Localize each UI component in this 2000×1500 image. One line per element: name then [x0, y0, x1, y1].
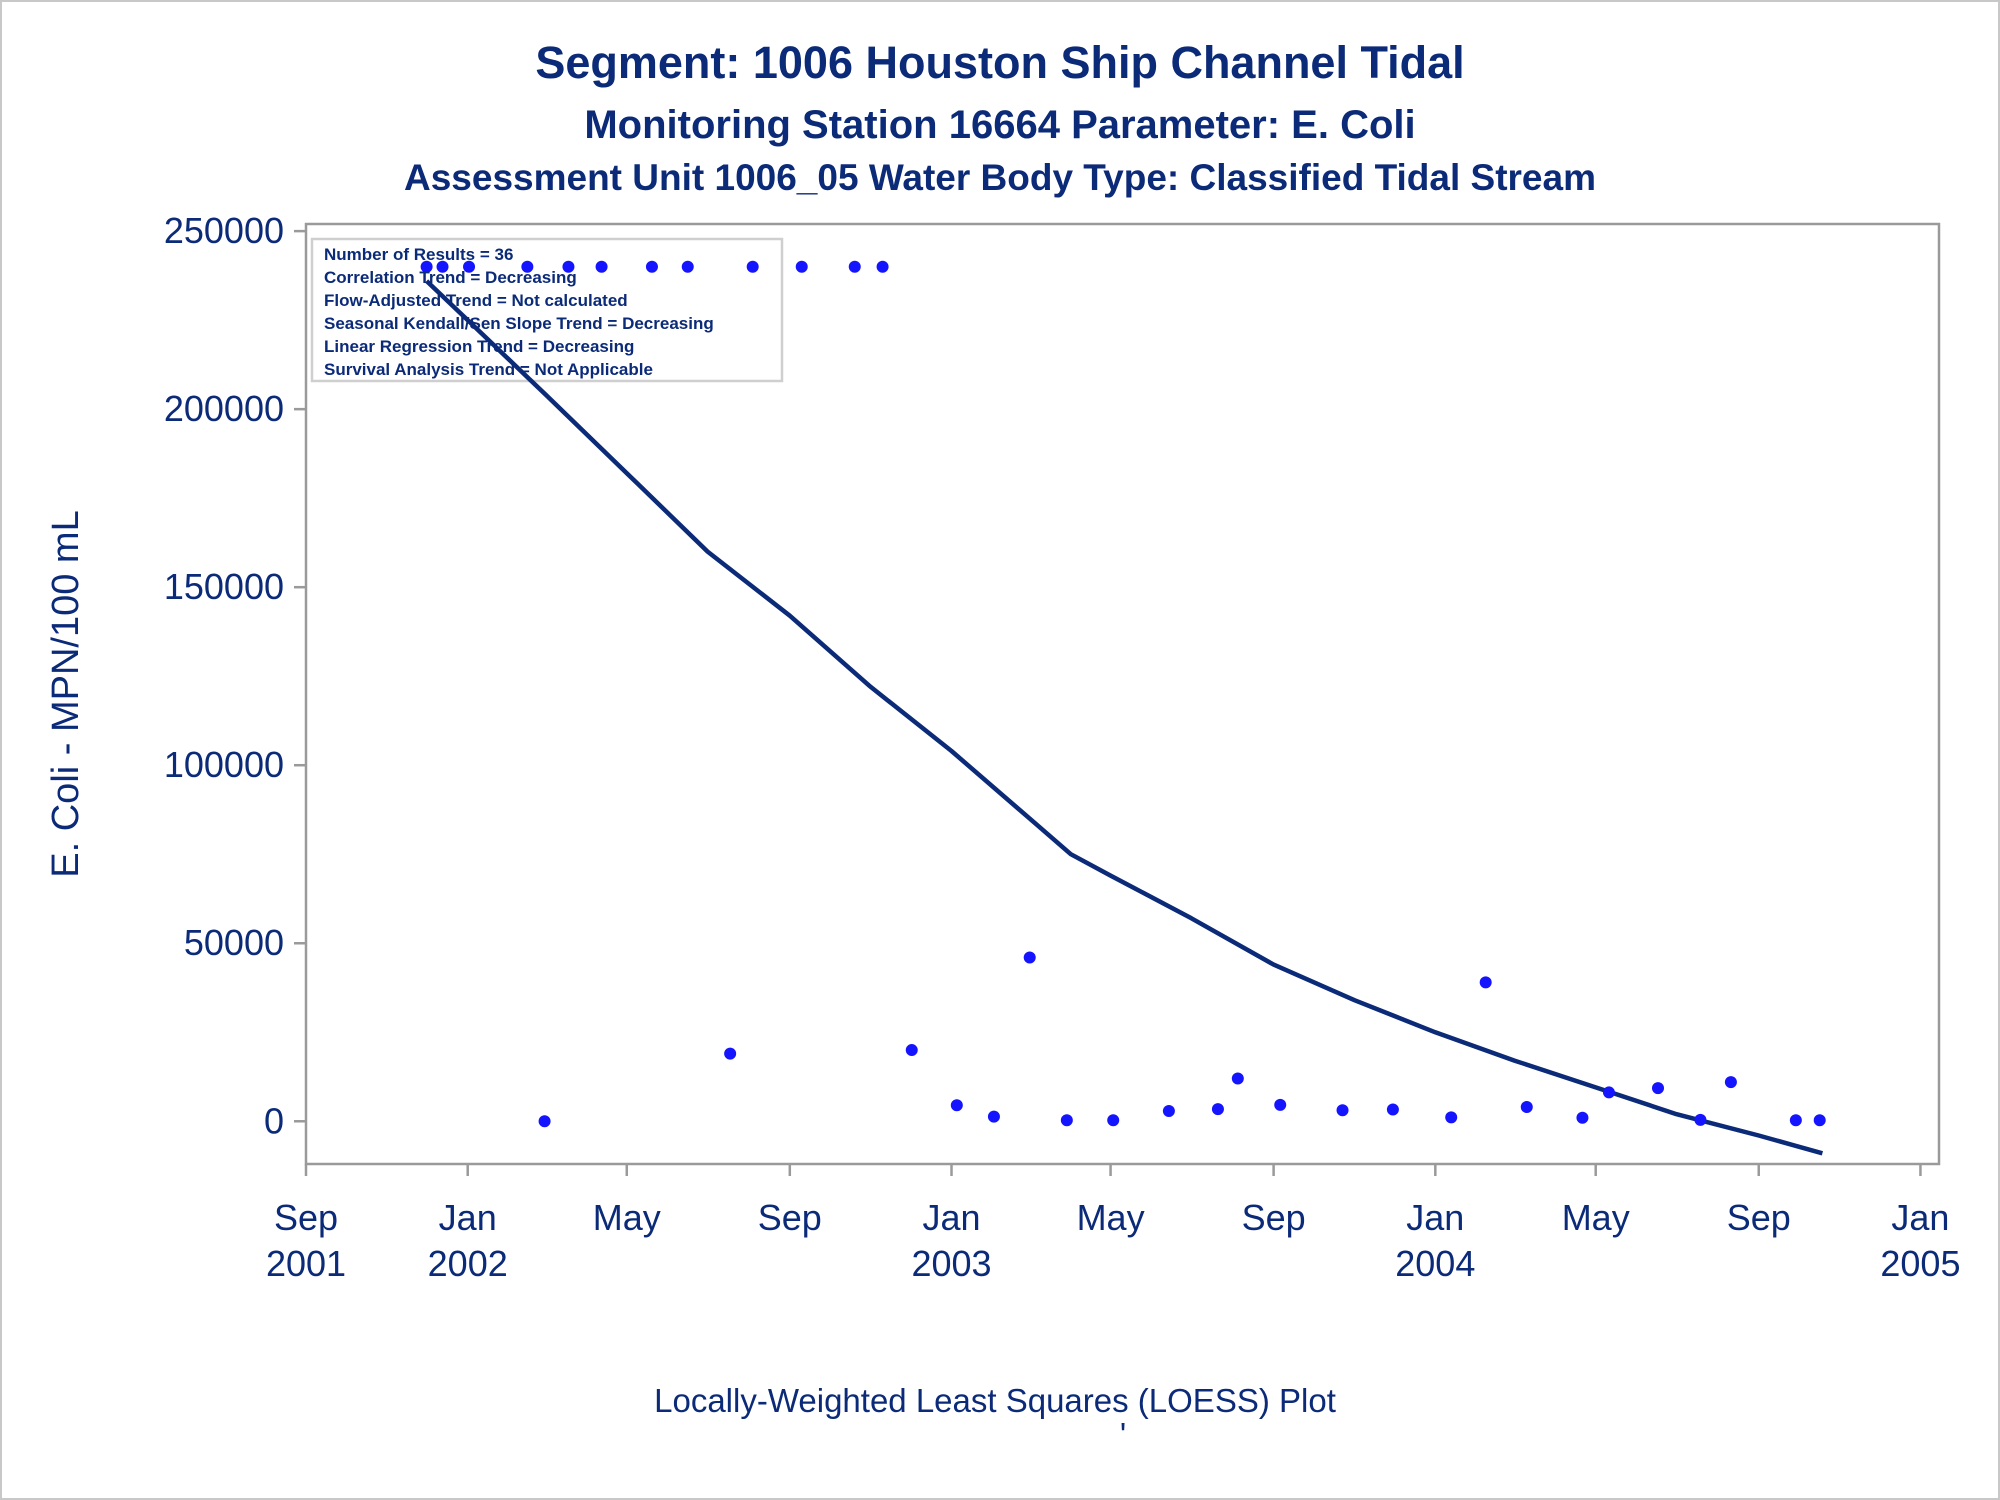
data-point [1789, 1114, 1802, 1127]
x-axis: Sep 2001 Jan 2002 May Sep Jan 2003 May Sep Jan 2004… [266, 1164, 1960, 1284]
x-tick-year: 2005 [1880, 1243, 1960, 1284]
data-point [724, 1047, 737, 1060]
x-tick-year: 2003 [911, 1243, 991, 1284]
chart-subtitle-2: Assessment Unit 1006_05 Water Body Type:… [404, 157, 1596, 198]
data-point [1445, 1111, 1458, 1124]
data-point [848, 260, 861, 273]
x-tick-month: Jan [1406, 1197, 1464, 1238]
x-tick-month: Jan [922, 1197, 980, 1238]
stats-line: Linear Regression Trend = Decreasing [324, 337, 634, 356]
stats-text: Number of Results = 36 Correlation Trend … [324, 245, 714, 379]
data-point [746, 260, 759, 273]
x-tick-month: Sep [1727, 1197, 1791, 1238]
data-point [1651, 1082, 1664, 1095]
data-point [521, 260, 534, 273]
data-point [1576, 1111, 1589, 1124]
data-point [1479, 976, 1492, 989]
y-tick-label: 0 [264, 1100, 284, 1141]
x-tick-month: Sep [758, 1197, 822, 1238]
x-tick-month: Jan [439, 1197, 497, 1238]
stats-box [310, 237, 784, 383]
data-point [436, 260, 449, 273]
x-tick-year: 2002 [428, 1243, 508, 1284]
data-point [1336, 1104, 1349, 1117]
y-tick-label: 100000 [164, 744, 284, 785]
data-point [950, 1099, 963, 1112]
footnote: Locally-Weighted Least Squares (LOESS) P… [654, 1382, 1336, 1419]
data-point [1060, 1114, 1073, 1127]
data-point [420, 260, 433, 273]
data-point [1813, 1114, 1826, 1127]
data-point [1520, 1101, 1533, 1114]
data-point [1231, 1072, 1244, 1085]
loess-layer [425, 279, 1824, 1156]
data-point [1694, 1113, 1707, 1126]
data-point [1724, 1076, 1737, 1089]
data-point [463, 260, 476, 273]
x-tick-year: 2004 [1395, 1243, 1475, 1284]
x-tick-month: May [1562, 1197, 1630, 1238]
data-point [1602, 1086, 1615, 1099]
y-tick-label: 200000 [164, 388, 284, 429]
y-tick-label: 50000 [184, 922, 284, 963]
chart-title: Segment: 1006 Houston Ship Channel Tidal [535, 37, 1464, 88]
stats-line: Survival Analysis Trend = Not Applicable [324, 360, 653, 379]
data-point [987, 1110, 1000, 1123]
points-layer [420, 260, 1826, 1128]
data-point [1107, 1114, 1120, 1127]
data-point [1211, 1103, 1224, 1116]
chart-subtitle: Monitoring Station 16664 Parameter: E. C… [584, 103, 1415, 147]
stats-line: Correlation Trend = Decreasing [324, 268, 577, 287]
data-point [1023, 951, 1036, 964]
plot-area [304, 222, 1941, 1166]
x-tick-month: Jan [1891, 1197, 1949, 1238]
stats-line: Flow-Adjusted Trend = Not calculated [324, 291, 628, 310]
data-point [562, 260, 575, 273]
y-tick-label: 250000 [164, 210, 284, 251]
x-tick-year: 2001 [266, 1243, 346, 1284]
stats-box-border [310, 237, 784, 383]
x-tick-month: Sep [1242, 1197, 1306, 1238]
data-point [595, 260, 608, 273]
y-axis: 0 50000 100000 150000 200000 250000 [164, 210, 306, 1141]
footnote-mark: ' [1120, 1416, 1126, 1453]
x-tick-month: Sep [274, 1197, 338, 1238]
data-point [876, 260, 889, 273]
data-point [1162, 1104, 1175, 1117]
loess-line [425, 279, 1824, 1156]
data-point [538, 1115, 551, 1128]
y-axis-label: E. Coli - MPN/100 mL [45, 510, 87, 877]
data-point [1386, 1103, 1399, 1116]
stats-line: Number of Results = 36 [324, 245, 513, 264]
x-tick-month: May [593, 1197, 661, 1238]
stats-line: Seasonal Kendall/Sen Slope Trend = Decre… [324, 314, 714, 333]
data-point [905, 1044, 918, 1057]
y-tick-label: 150000 [164, 566, 284, 607]
data-point [795, 260, 808, 273]
data-point [645, 260, 658, 273]
x-tick-month: May [1077, 1197, 1145, 1238]
data-point [681, 260, 694, 273]
data-point [1274, 1098, 1287, 1111]
